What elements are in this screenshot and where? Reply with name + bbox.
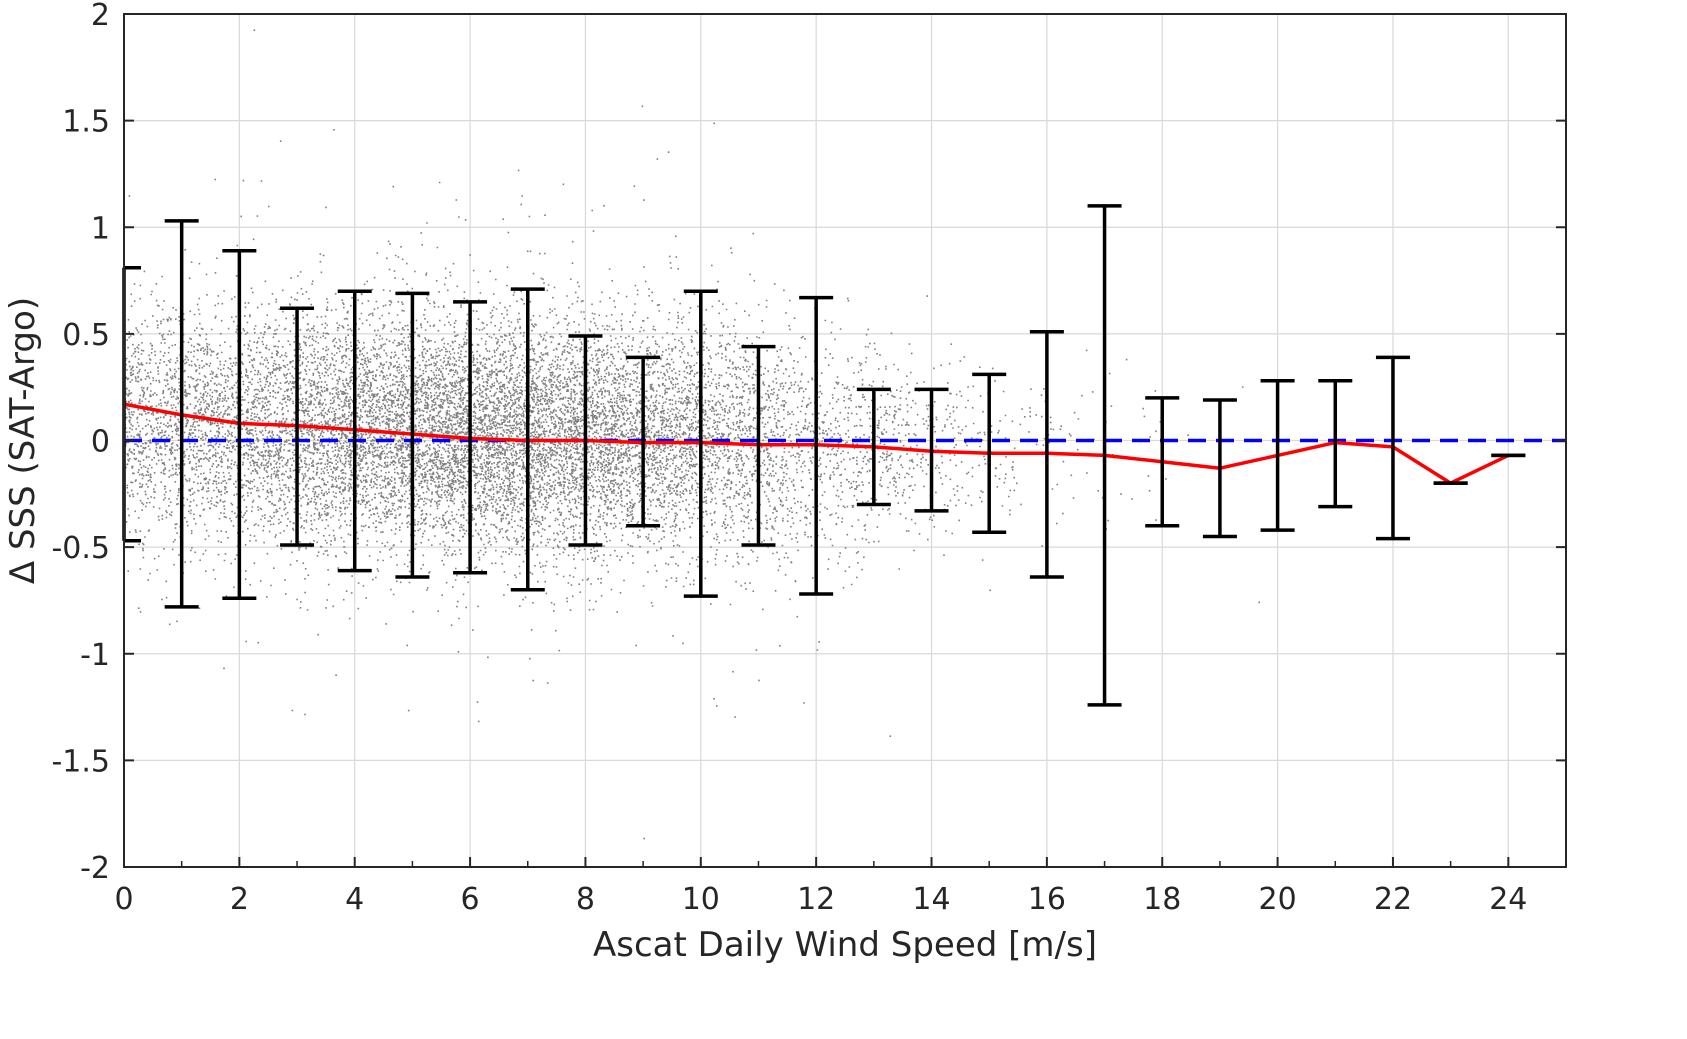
x-axis-ticks: 0 2 4 6 8 10 12 14 16 18 20 22 24 — [114, 857, 1567, 917]
error-bar — [395, 291, 430, 579]
error-bar — [1145, 396, 1180, 528]
x-tick-label: 24 — [1489, 882, 1527, 917]
error-bar — [1029, 329, 1064, 579]
error-bar — [453, 300, 488, 575]
error-bar — [856, 387, 891, 507]
y-tick-label: 2 — [91, 0, 110, 33]
y-tick-label: 1 — [91, 211, 110, 246]
error-bar — [1375, 355, 1410, 541]
x-tick-label: 10 — [682, 882, 720, 917]
error-bar — [683, 289, 718, 598]
x-tick-label: 4 — [345, 882, 364, 917]
x-tick-label: 12 — [797, 882, 835, 917]
error-bar — [1087, 204, 1122, 707]
x-tick-label: 6 — [461, 882, 480, 917]
error-bar — [972, 372, 1007, 534]
error-bar — [568, 334, 603, 547]
y-tick-label: 0.5 — [62, 318, 110, 353]
error-bar — [741, 344, 776, 547]
error-bar — [799, 295, 834, 596]
error-bar — [626, 355, 661, 528]
y-tick-label: -0.5 — [51, 531, 110, 566]
error-bar — [164, 219, 199, 609]
error-bar — [1318, 379, 1353, 509]
y-tick-label: -1 — [80, 638, 110, 673]
error-bar — [222, 248, 257, 601]
x-tick-label: 20 — [1259, 882, 1297, 917]
x-tick-label: 0 — [114, 882, 133, 917]
error-bar — [280, 306, 315, 547]
error-bar — [510, 287, 545, 592]
error-bar — [337, 289, 372, 573]
x-tick-label: 16 — [1028, 882, 1066, 917]
y-tick-label: 0 — [91, 425, 110, 460]
y-tick-label: -1.5 — [51, 744, 110, 779]
error-bar — [914, 387, 949, 513]
x-tick-label: 18 — [1143, 882, 1181, 917]
y-axis-ticks: 2 1.5 1 0.5 0 -0.5 -1 -1.5 -2 — [51, 0, 1566, 886]
x-tick-label: 22 — [1374, 882, 1412, 917]
x-tick-label: 14 — [912, 882, 950, 917]
x-tick-label: 2 — [230, 882, 249, 917]
y-tick-label: 1.5 — [62, 105, 110, 140]
error-bar — [1260, 379, 1295, 532]
x-axis-label: Ascat Daily Wind Speed [m/s] — [593, 925, 1097, 965]
y-tick-label: -2 — [80, 851, 110, 886]
x-tick-label: 8 — [576, 882, 595, 917]
error-bars — [122, 204, 1526, 707]
y-axis-label: Δ SSS (SAT-Argo) — [3, 297, 43, 584]
error-bar — [1202, 398, 1237, 539]
